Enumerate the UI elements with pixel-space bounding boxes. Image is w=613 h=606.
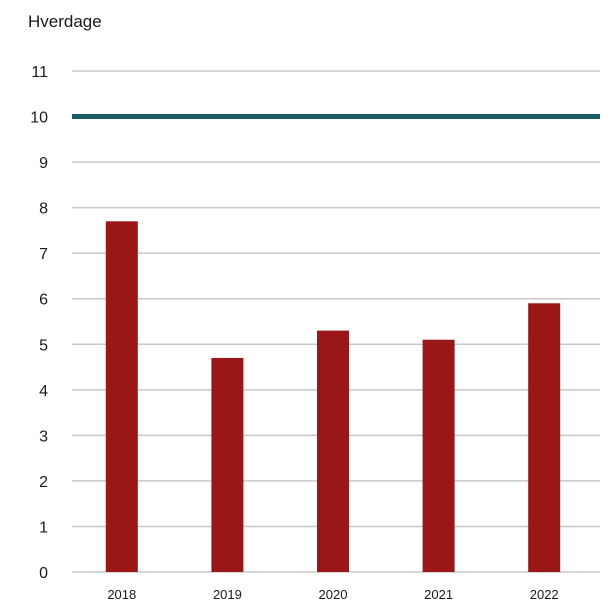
y-tick-11: 11 <box>31 64 48 81</box>
y-axis-label: Hverdage <box>28 12 102 31</box>
bar-2018 <box>105 221 138 573</box>
bar-2022 <box>528 303 561 572</box>
x-tick-2022: 2022 <box>530 587 559 602</box>
y-tick-labels: 0 1 2 3 4 5 6 7 8 9 10 11 <box>30 64 48 582</box>
x-tick-2021: 2021 <box>424 587 453 602</box>
y-tick-3: 3 <box>39 428 48 445</box>
y-tick-8: 8 <box>39 201 48 218</box>
bar-2020 <box>317 330 349 572</box>
x-tick-2019: 2019 <box>213 587 242 602</box>
y-tick-2: 2 <box>39 474 48 491</box>
y-tick-0: 0 <box>39 565 48 582</box>
x-tick-2020: 2020 <box>319 587 348 602</box>
y-tick-1: 1 <box>39 519 48 536</box>
y-tick-9: 9 <box>39 155 48 172</box>
y-tick-6: 6 <box>39 292 48 309</box>
x-tick-2018: 2018 <box>107 587 136 602</box>
y-tick-10: 10 <box>30 110 48 127</box>
y-tick-5: 5 <box>39 337 48 354</box>
bar-2019 <box>211 357 244 572</box>
bars <box>105 221 561 573</box>
y-tick-7: 7 <box>39 246 48 263</box>
y-tick-4: 4 <box>39 383 48 400</box>
x-tick-labels: 2018 2019 2020 2021 2022 <box>107 587 558 602</box>
bar-2021 <box>422 339 455 572</box>
